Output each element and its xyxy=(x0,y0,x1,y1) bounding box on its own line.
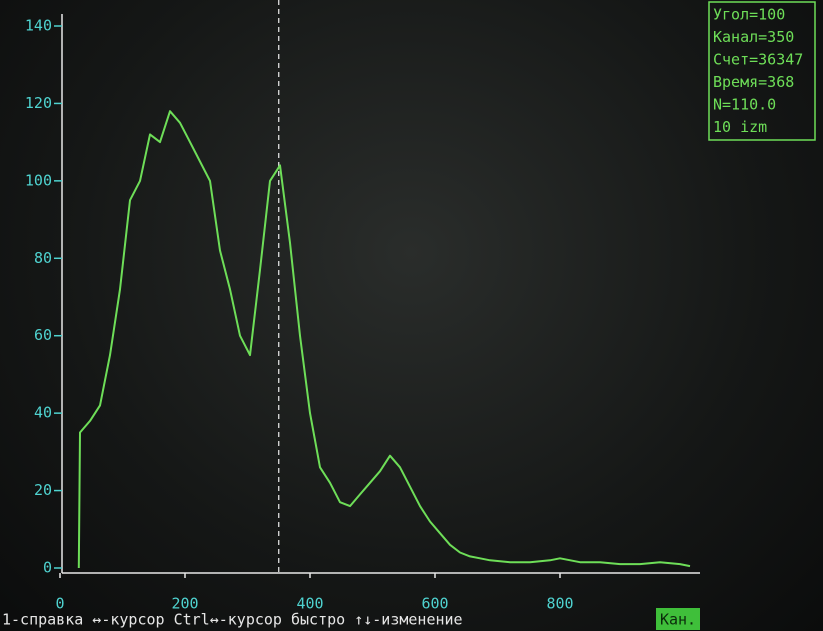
info-line: 10 izm xyxy=(713,118,767,136)
info-line: Угол=100 xyxy=(713,6,785,24)
status-bar: 1-справка ↔-курсор Ctrl↔-курсор быстро ↑… xyxy=(2,611,463,629)
y-tick-label: 120 xyxy=(25,94,52,112)
info-line: N=110.0 xyxy=(713,96,776,114)
info-line: Канал=350 xyxy=(713,28,794,46)
x-tick-label: 600 xyxy=(421,595,448,613)
y-tick-label: 0 xyxy=(43,559,52,577)
y-tick-label: 20 xyxy=(34,481,52,499)
x-tick-label: 200 xyxy=(171,595,198,613)
info-line: Время=368 xyxy=(713,73,794,91)
xlabel-box xyxy=(656,608,700,630)
y-tick-label: 60 xyxy=(34,326,52,344)
y-tick-label: 40 xyxy=(34,404,52,422)
info-line: Счет=36347 xyxy=(713,51,803,69)
x-axis-label: Кан. xyxy=(660,611,696,629)
spectrum-line xyxy=(77,110,691,569)
x-tick-label: 800 xyxy=(546,595,573,613)
x-tick-label: 400 xyxy=(296,595,323,613)
y-tick-label: 80 xyxy=(34,249,52,267)
y-tick-label: 100 xyxy=(25,171,52,189)
info-box xyxy=(708,1,816,141)
x-tick-label: 0 xyxy=(55,595,64,613)
y-tick-label: 140 xyxy=(25,17,52,35)
